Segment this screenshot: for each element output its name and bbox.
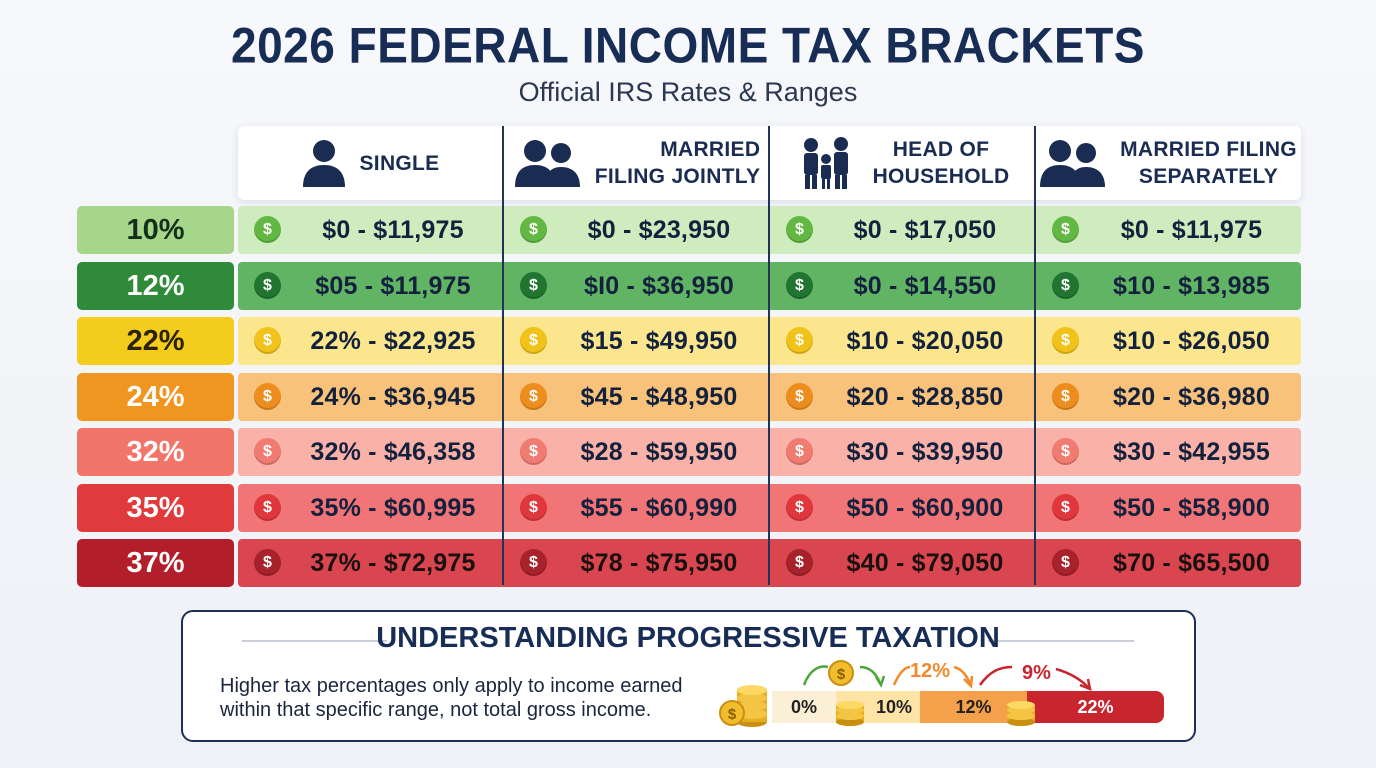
bracket-range-cell: $0 - $17,050 [853,215,997,244]
couple-icon [514,139,581,187]
bracket-range-cell: $I0 - $36,950 [584,271,734,300]
scale-segment: 0% [772,691,836,723]
column-header-married-separately: MARRIED FILING SEPARATELY [1036,126,1301,200]
dollar-coin-icon: $ [254,383,281,410]
dollar-coin-icon: $ [786,383,813,410]
rate-badge: 24% [77,373,234,421]
dollar-coin-icon: $ [520,327,547,354]
column-label: MARRIED [660,138,761,161]
column-label: HEAD OF [892,138,990,161]
dollar-coin-icon: $ [786,327,813,354]
scale-segment: 22% [1027,691,1164,723]
dollar-coin-icon: $ [786,438,813,465]
dollar-coin-icon: $ [786,549,813,576]
bracket-range-cell: $10 - $13,985 [1113,271,1270,300]
dollar-coin-icon: $ [1052,438,1079,465]
dollar-coin-icon: $ [520,216,547,243]
bracket-range-cell: $55 - $60,990 [580,493,738,522]
bracket-range-cell: $28 - $59,950 [580,437,738,466]
bracket-range-cell: 37% - $72,975 [310,548,476,577]
dollar-coin-icon: $ [520,383,547,410]
divider [988,640,1134,642]
bracket-range-cell: $70 - $65,500 [1113,548,1270,577]
bracket-range-cell: 32% - $46,358 [310,437,476,466]
bracket-range-cell: $0 - $23,950 [587,215,731,244]
bracket-range-cell: $0 - $14,550 [853,271,997,300]
dollar-coin-icon: $ [1052,216,1079,243]
dollar-coin-icon: $ [254,327,281,354]
svg-text:$: $ [837,666,846,683]
bracket-range-cell: $20 - $28,850 [846,382,1004,411]
column-label: HOUSEHOLD [872,165,1010,188]
arrow-icon [800,655,1190,695]
bracket-range-cell: $50 - $58,900 [1113,493,1270,522]
column-label: SEPARATELY [1138,165,1279,188]
rate-badge: 12% [77,262,234,310]
column-divider [502,126,504,585]
column-divider [768,126,770,585]
person-icon [302,139,346,187]
bracket-range-cell: $50 - $60,900 [846,493,1004,522]
dollar-coin-icon: $ [254,549,281,576]
rate-badge: 10% [77,206,234,254]
column-header-single: SINGLE [238,126,503,200]
dollar-coin-icon: $ [1052,327,1079,354]
dollar-coin-icon: $ [520,494,547,521]
couple-icon [1040,139,1106,187]
bracket-range-cell: $10 - $20,050 [846,326,1004,355]
bracket-range-cell: $30 - $39,950 [846,437,1004,466]
column-header-head-of-household: HEAD OF HOUSEHOLD [772,126,1034,200]
rate-badge: 32% [77,428,234,476]
bracket-range-cell: $0 - $11,975 [1120,215,1263,244]
dollar-coin-icon: $ [786,272,813,299]
arrow-label: 12% [910,660,951,682]
column-label: FILING JOINTLY [594,165,761,188]
dollar-coin-icon: $ [786,494,813,521]
dollar-coin-icon: $ [1052,383,1079,410]
rate-badge: 35% [77,484,234,532]
coin-icon: $ [828,660,854,686]
page-subtitle: Official IRS Rates & Ranges [518,77,858,107]
bracket-range-cell: $15 - $49,950 [580,326,738,355]
divider [242,640,387,642]
coin-stack-icon [835,700,865,726]
bracket-range-cell: $78 - $75,950 [580,548,738,577]
family-icon [797,137,859,189]
coin-stack-icon: $ [718,680,770,728]
info-title: UNDERSTANDING PROGRESSIVE TAXATION [376,622,1000,654]
dollar-coin-icon: $ [786,216,813,243]
dollar-coin-icon: $ [1052,272,1079,299]
dollar-coin-icon: $ [520,272,547,299]
dollar-coin-icon: $ [254,494,281,521]
rate-badge: 22% [77,317,234,365]
bracket-range-cell: 35% - $60,995 [310,493,476,522]
coin-stack-icon [1006,700,1036,726]
dollar-coin-icon: $ [520,438,547,465]
column-divider [1034,126,1036,585]
column-label: MARRIED FILING [1120,138,1297,161]
bracket-range-cell: $05 - $11,975 [315,271,471,300]
dollar-coin-icon: $ [1052,549,1079,576]
info-text: Higher tax percentages only apply to inc… [220,675,683,721]
bracket-range-cell: $10 - $26,050 [1113,326,1270,355]
dollar-coin-icon: $ [1052,494,1079,521]
dollar-coin-icon: $ [520,549,547,576]
bracket-range-cell: $45 - $48,950 [580,382,738,411]
column-label: SINGLE [359,151,440,175]
bracket-range-cell: $20 - $36,980 [1113,382,1270,411]
bracket-range-cell: $30 - $42,955 [1113,437,1270,466]
bracket-range-cell: 24% - $36,945 [310,382,476,411]
rate-badge: 37% [77,539,234,587]
bracket-range-cell: $40 - $79,050 [846,548,1004,577]
column-header-married-jointly: MARRIED FILING JOINTLY [505,126,770,200]
dollar-coin-icon: $ [254,438,281,465]
bracket-range-cell: 22% - $22,925 [310,326,476,355]
page-title: 2026 FEDERAL INCOME TAX BRACKETS [231,16,1145,74]
dollar-coin-icon: $ [254,272,281,299]
bracket-range-cell: $0 - $11,975 [322,215,464,244]
arrow-label: 9% [1022,662,1051,684]
svg-text:$: $ [728,706,737,723]
dollar-coin-icon: $ [254,216,281,243]
